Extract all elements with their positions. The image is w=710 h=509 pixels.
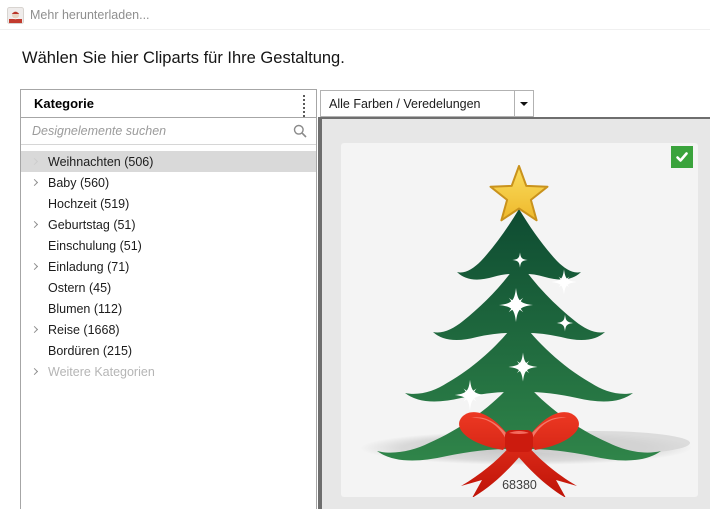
category-item[interactable]: Einladung (71): [21, 256, 316, 277]
expand-chevron-icon[interactable]: [21, 262, 48, 271]
christmas-tree-image: [360, 165, 692, 497]
category-item[interactable]: Reise (1668): [21, 319, 316, 340]
sparkle-icons: [454, 252, 577, 411]
expand-chevron-icon: [21, 306, 48, 311]
category-label: Hochzeit (519): [48, 196, 130, 211]
selected-check-badge: [671, 146, 693, 168]
expand-chevron-icon: [21, 243, 48, 248]
expand-chevron-icon: [21, 201, 48, 206]
category-list: Weihnachten (506) Baby (560) Hochzeit (519…: [21, 145, 316, 509]
download-more-button[interactable]: Mehr herunterladen...: [7, 5, 150, 25]
clipart-tile[interactable]: 68380: [341, 143, 698, 497]
category-label: Einladung (71): [48, 259, 130, 274]
page-title: Wählen Sie hier Cliparts für Ihre Gestal…: [22, 49, 345, 67]
category-label: Ostern (45): [48, 280, 112, 295]
category-item[interactable]: Einschulung (51): [21, 235, 316, 256]
category-header-label: Kategorie: [34, 96, 94, 111]
category-item[interactable]: Ostern (45): [21, 277, 316, 298]
category-label: Geburtstag (51): [48, 217, 136, 232]
category-item[interactable]: Bordüren (215): [21, 340, 316, 361]
red-bow: [459, 412, 579, 497]
category-label: Bordüren (215): [48, 343, 133, 358]
download-more-label: Mehr herunterladen...: [30, 8, 150, 22]
category-item[interactable]: Weitere Kategorien: [21, 361, 316, 382]
chevron-down-icon: [520, 101, 528, 106]
expand-chevron-icon: [21, 285, 48, 290]
color-filter-dropdown[interactable]: Alle Farben / Veredelungen: [320, 90, 534, 117]
category-header: Kategorie: [21, 90, 316, 118]
category-label: Weihnachten (506): [48, 154, 154, 169]
category-item[interactable]: Weihnachten (506): [21, 151, 316, 172]
search-input[interactable]: [21, 118, 316, 144]
top-menu-bar: [0, 0, 710, 30]
clipart-panel: 68380: [318, 117, 710, 509]
expand-chevron-icon[interactable]: [21, 220, 48, 229]
expand-chevron-icon: [21, 348, 48, 353]
category-sidebar: Kategorie Weihnachten (506) Baby (560) Hoc…: [20, 89, 317, 509]
expand-chevron-icon[interactable]: [21, 178, 48, 187]
category-label: Weitere Kategorien: [48, 364, 155, 379]
expand-chevron-icon[interactable]: [21, 325, 48, 334]
category-label: Blumen (112): [48, 301, 123, 316]
star-topper: [489, 165, 549, 222]
expand-chevron-icon[interactable]: [21, 157, 48, 166]
clipart-id-label: 68380: [502, 478, 537, 492]
dropdown-arrow-button[interactable]: [514, 91, 533, 116]
category-label: Reise (1668): [48, 322, 120, 337]
santa-thumbnail-icon: [7, 6, 24, 24]
expand-chevron-icon[interactable]: [21, 367, 48, 376]
search-box: [21, 118, 316, 145]
color-filter-value: Alle Farben / Veredelungen: [329, 96, 481, 111]
search-icon: [293, 124, 307, 143]
header-grip-handle[interactable]: [303, 95, 305, 117]
category-item[interactable]: Geburtstag (51): [21, 214, 316, 235]
category-item[interactable]: Baby (560): [21, 172, 316, 193]
category-item[interactable]: Hochzeit (519): [21, 193, 316, 214]
category-item[interactable]: Blumen (112): [21, 298, 316, 319]
category-label: Baby (560): [48, 175, 110, 190]
category-label: Einschulung (51): [48, 238, 142, 253]
